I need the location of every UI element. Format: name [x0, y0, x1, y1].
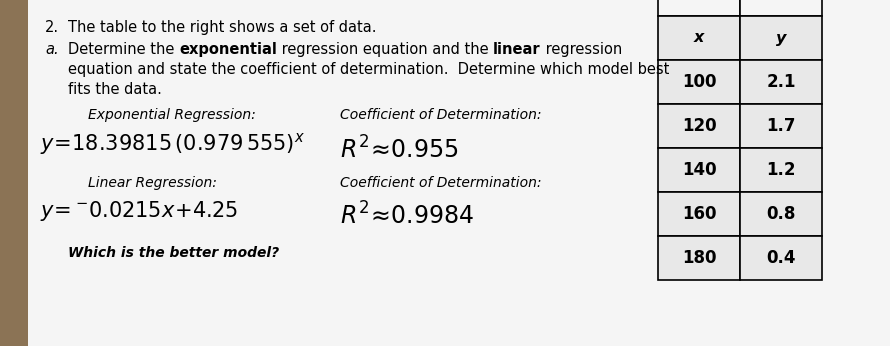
Text: $y\!=\!\,^{-}0.0215x\!+\!4.25$: $y\!=\!\,^{-}0.0215x\!+\!4.25$ — [40, 199, 238, 223]
Text: 0.8: 0.8 — [766, 205, 796, 223]
Text: Linear Regression:: Linear Regression: — [88, 176, 217, 190]
Text: 100: 100 — [682, 73, 716, 91]
Bar — [740, 192, 822, 236]
Bar — [658, 148, 740, 192]
Text: 2.1: 2.1 — [766, 73, 796, 91]
Bar — [0, 0, 28, 346]
Text: Exponential Regression:: Exponential Regression: — [88, 108, 255, 122]
Text: The table to the right shows a set of data.: The table to the right shows a set of da… — [68, 20, 376, 35]
Bar — [740, 0, 822, 16]
Text: linear: linear — [493, 42, 541, 57]
Text: x: x — [694, 30, 704, 46]
Text: 2.: 2. — [45, 20, 59, 35]
Text: equation and state the coefficient of determination.  Determine which model best: equation and state the coefficient of de… — [68, 62, 669, 77]
Text: regression equation and the: regression equation and the — [277, 42, 493, 57]
Text: Determine the: Determine the — [68, 42, 179, 57]
Bar — [740, 148, 822, 192]
Bar — [740, 60, 822, 104]
Text: 140: 140 — [682, 161, 716, 179]
Bar — [658, 192, 740, 236]
Text: regression: regression — [541, 42, 622, 57]
Text: 1.2: 1.2 — [766, 161, 796, 179]
Bar — [740, 104, 822, 148]
Bar — [658, 104, 740, 148]
Bar — [658, 0, 740, 16]
Text: fits the data.: fits the data. — [68, 82, 162, 97]
Text: 120: 120 — [682, 117, 716, 135]
Text: a.: a. — [45, 42, 59, 57]
Text: y: y — [776, 30, 786, 46]
Bar — [658, 236, 740, 280]
Text: Coefficient of Determination:: Coefficient of Determination: — [340, 176, 541, 190]
Text: 1.7: 1.7 — [766, 117, 796, 135]
Bar — [658, 16, 740, 60]
Bar — [658, 60, 740, 104]
Bar — [740, 236, 822, 280]
Text: 180: 180 — [682, 249, 716, 267]
Text: exponential: exponential — [179, 42, 277, 57]
Bar — [740, 16, 822, 60]
Text: Coefficient of Determination:: Coefficient of Determination: — [340, 108, 541, 122]
Text: 0.4: 0.4 — [766, 249, 796, 267]
Text: $y\!=\!18.39815\,(0.979\,555)^x$: $y\!=\!18.39815\,(0.979\,555)^x$ — [40, 131, 305, 157]
Text: $R^2\!\approx\! 0.955$: $R^2\!\approx\! 0.955$ — [340, 136, 458, 163]
Text: 160: 160 — [682, 205, 716, 223]
Text: Which is the better model?: Which is the better model? — [68, 246, 279, 260]
Text: $R^2\!\approx\! 0.9984$: $R^2\!\approx\! 0.9984$ — [340, 202, 474, 229]
